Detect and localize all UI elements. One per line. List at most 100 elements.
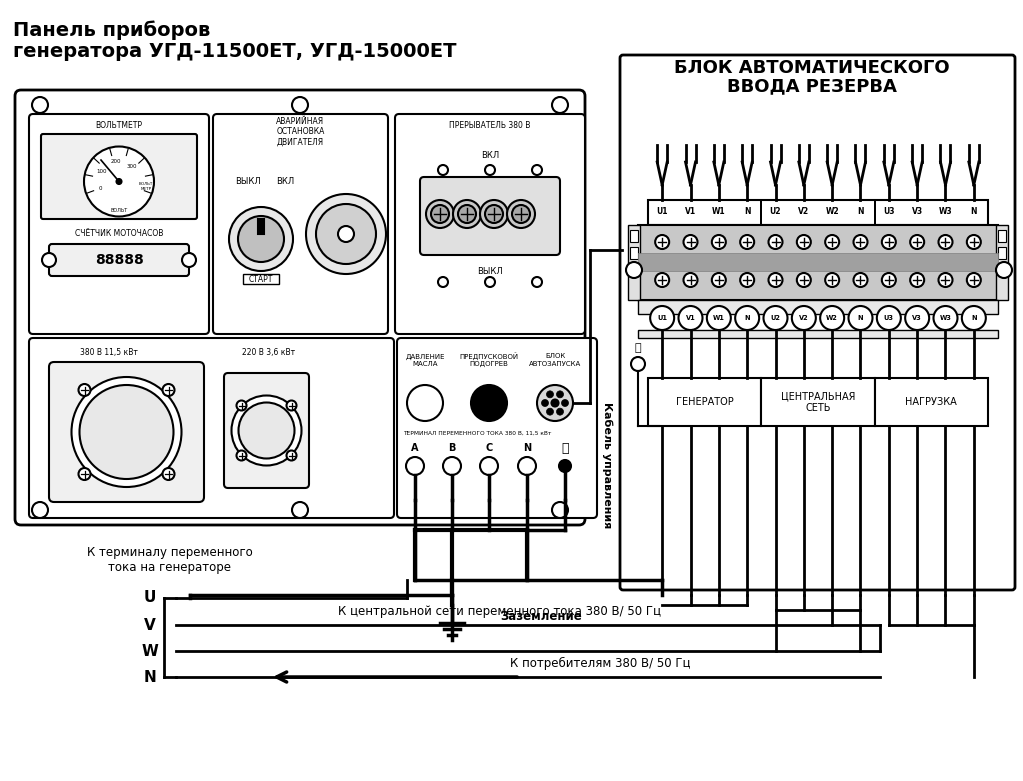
Bar <box>638 225 998 300</box>
Text: БЛОК АВТОМАТИЧЕСКОГО: БЛОК АВТОМАТИЧЕСКОГО <box>674 59 949 77</box>
FancyBboxPatch shape <box>49 244 189 276</box>
Circle shape <box>736 306 759 330</box>
Text: Панель приборов: Панель приборов <box>13 20 211 40</box>
Text: U1: U1 <box>657 315 667 321</box>
Text: N: N <box>971 208 977 216</box>
Circle shape <box>79 384 90 396</box>
Bar <box>874 200 876 225</box>
Text: W1: W1 <box>713 315 724 321</box>
Circle shape <box>910 273 924 287</box>
Circle shape <box>792 306 815 330</box>
Circle shape <box>877 306 901 330</box>
Circle shape <box>485 277 495 287</box>
FancyBboxPatch shape <box>15 90 585 525</box>
Circle shape <box>236 401 247 411</box>
Text: N: N <box>971 315 977 321</box>
FancyBboxPatch shape <box>213 114 388 334</box>
Text: АВАРИЙНАЯ
ОСТАНОВКА
ДВИГАТЕЛЯ: АВАРИЙНАЯ ОСТАНОВКА ДВИГАТЕЛЯ <box>276 117 324 147</box>
Circle shape <box>292 502 308 518</box>
Text: 300: 300 <box>127 164 137 169</box>
Circle shape <box>797 273 811 287</box>
Text: B: B <box>448 443 455 453</box>
Circle shape <box>826 235 839 249</box>
Circle shape <box>967 273 981 287</box>
Text: W3: W3 <box>939 315 951 321</box>
Text: Кабель управления: Кабель управления <box>602 402 612 528</box>
Circle shape <box>537 385 573 421</box>
Circle shape <box>631 357 644 371</box>
Text: К терминалу переменного
тока на генераторе: К терминалу переменного тока на генерато… <box>87 546 253 574</box>
Circle shape <box>651 306 674 330</box>
Circle shape <box>910 235 924 249</box>
Bar <box>875 378 988 426</box>
Circle shape <box>678 306 703 330</box>
Text: ЦЕНТРАЛЬНАЯ
СЕТЬ: ЦЕНТРАЛЬНАЯ СЕТЬ <box>781 391 855 413</box>
Text: СЧЁТЧИК МОТОЧАСОВ: СЧЁТЧИК МОТОЧАСОВ <box>75 230 164 238</box>
Text: 0: 0 <box>98 186 102 191</box>
Text: Заземление: Заземление <box>500 611 582 623</box>
Text: V1: V1 <box>685 315 696 321</box>
Circle shape <box>79 468 90 480</box>
Text: К центральной сети переменного тока 380 В/ 50 Гц: К центральной сети переменного тока 380 … <box>339 604 662 618</box>
Circle shape <box>485 165 495 175</box>
Circle shape <box>848 306 873 330</box>
Text: ВКЛ: ВКЛ <box>276 177 295 186</box>
Circle shape <box>820 306 844 330</box>
Circle shape <box>292 97 308 113</box>
Circle shape <box>626 262 642 278</box>
Bar <box>638 253 998 271</box>
Text: N: N <box>744 208 751 216</box>
Circle shape <box>853 235 868 249</box>
Text: U1: U1 <box>657 208 668 216</box>
Text: W2: W2 <box>827 315 838 321</box>
Circle shape <box>42 253 56 267</box>
Circle shape <box>32 97 48 113</box>
Bar <box>761 378 875 426</box>
Bar <box>628 225 640 300</box>
Text: 200: 200 <box>110 159 121 164</box>
Circle shape <box>797 235 811 249</box>
Text: ДАВЛЕНИЕ
МАСЛА: ДАВЛЕНИЕ МАСЛА <box>405 354 445 366</box>
Bar <box>243 274 279 284</box>
Text: U2: U2 <box>770 315 781 321</box>
Text: ВВОДА РЕЗЕРВА: ВВОДА РЕЗЕРВА <box>727 77 897 95</box>
Circle shape <box>80 385 174 479</box>
FancyBboxPatch shape <box>29 114 209 334</box>
Bar <box>258 219 264 234</box>
Text: A: A <box>411 443 418 453</box>
Text: V3: V3 <box>911 208 923 216</box>
Circle shape <box>683 235 698 249</box>
Circle shape <box>905 306 929 330</box>
Circle shape <box>541 400 548 406</box>
Circle shape <box>407 385 443 421</box>
Circle shape <box>655 235 669 249</box>
Text: ВОЛЬТ
МЕТР: ВОЛЬТ МЕТР <box>139 182 153 191</box>
Text: W2: W2 <box>826 208 839 216</box>
Circle shape <box>84 147 154 216</box>
Circle shape <box>741 235 754 249</box>
Text: БЛОК
АВТОЗАПУСКА: БЛОК АВТОЗАПУСКА <box>529 354 581 366</box>
Circle shape <box>238 402 295 458</box>
Circle shape <box>231 395 302 465</box>
Text: U3: U3 <box>884 315 894 321</box>
Circle shape <box>562 400 569 406</box>
Circle shape <box>406 457 424 475</box>
Circle shape <box>763 306 788 330</box>
Circle shape <box>741 273 754 287</box>
Text: К потребителям 380 В/ 50 Гц: К потребителям 380 В/ 50 Гц <box>509 657 691 669</box>
Text: ПРЕДПУСКОВОЙ
ПОДОГРЕВ: ПРЕДПУСКОВОЙ ПОДОГРЕВ <box>459 352 519 368</box>
Text: U: U <box>144 590 157 605</box>
Circle shape <box>338 226 354 242</box>
Circle shape <box>768 235 783 249</box>
Bar <box>998 230 1006 242</box>
Circle shape <box>707 306 730 330</box>
Circle shape <box>552 97 568 113</box>
Text: 220 В 3,6 кВт: 220 В 3,6 кВт <box>242 348 296 356</box>
Circle shape <box>532 277 542 287</box>
Text: V: V <box>144 618 155 633</box>
Bar <box>630 230 638 242</box>
Text: ВОЛЬТ: ВОЛЬТ <box>110 209 128 213</box>
Circle shape <box>934 306 958 330</box>
Text: W: W <box>141 644 159 658</box>
Text: 100: 100 <box>96 169 107 174</box>
